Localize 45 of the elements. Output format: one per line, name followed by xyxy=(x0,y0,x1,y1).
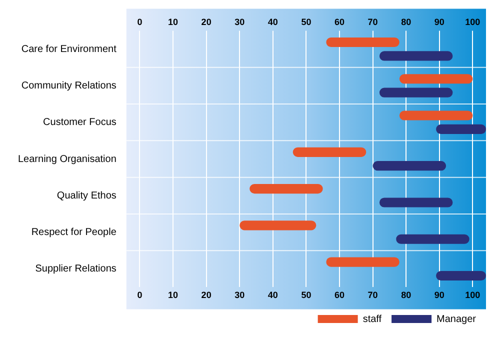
x2-tick-label: 50 xyxy=(301,16,312,27)
x2-tick-label: 80 xyxy=(401,16,412,27)
legend-label: staff xyxy=(362,314,382,325)
bar xyxy=(399,74,473,84)
x-tick-label: 60 xyxy=(334,290,345,300)
bar xyxy=(436,270,486,281)
bar xyxy=(250,184,323,194)
y-tick-label: Respect for People xyxy=(31,227,117,238)
y-tick-label: Supplier Relations xyxy=(35,264,116,275)
x2-tick-label: 10 xyxy=(168,16,178,27)
x-tick-label: 90 xyxy=(434,290,444,300)
bar xyxy=(379,88,453,98)
x2-tick-label: 40 xyxy=(268,16,278,27)
x-tick-label: 80 xyxy=(401,290,412,300)
x-tick-label: 0 xyxy=(137,290,142,300)
x-tick-label: 40 xyxy=(268,290,278,300)
x2-tick-label: 90 xyxy=(434,16,444,27)
x-tick-label: 50 xyxy=(301,290,312,300)
x2-tick-label: 20 xyxy=(201,16,212,27)
x-tick-label: 10 xyxy=(168,290,178,300)
y-tick-label: Customer Focus xyxy=(43,117,116,128)
bar xyxy=(399,110,473,120)
bar xyxy=(379,198,453,208)
bar xyxy=(240,220,316,230)
x2-tick-label: 100 xyxy=(465,16,480,27)
x2-tick-label: 30 xyxy=(234,16,245,27)
bar xyxy=(372,161,446,171)
y-tick-label: Community Relations xyxy=(21,80,116,92)
x-tick-label: 20 xyxy=(201,290,212,300)
y-tick-label: Learning Organisation xyxy=(18,154,116,165)
bar xyxy=(379,51,453,61)
y-tick-label: Care for Environment xyxy=(21,44,117,55)
bar xyxy=(326,37,400,48)
legend-label: Manager xyxy=(436,314,477,325)
x2-tick-label: 60 xyxy=(334,16,345,27)
bar xyxy=(326,257,400,267)
x-tick-label: 30 xyxy=(234,290,245,300)
bar xyxy=(292,147,366,157)
x2-tick-label: 0 xyxy=(137,16,142,27)
x2-tick-label: 70 xyxy=(368,16,378,27)
bar xyxy=(436,124,486,134)
y-tick-label: Quality Ethos xyxy=(56,190,116,202)
bar xyxy=(396,234,470,244)
x-tick-label: 100 xyxy=(465,290,480,300)
x-tick-label: 70 xyxy=(368,290,378,300)
